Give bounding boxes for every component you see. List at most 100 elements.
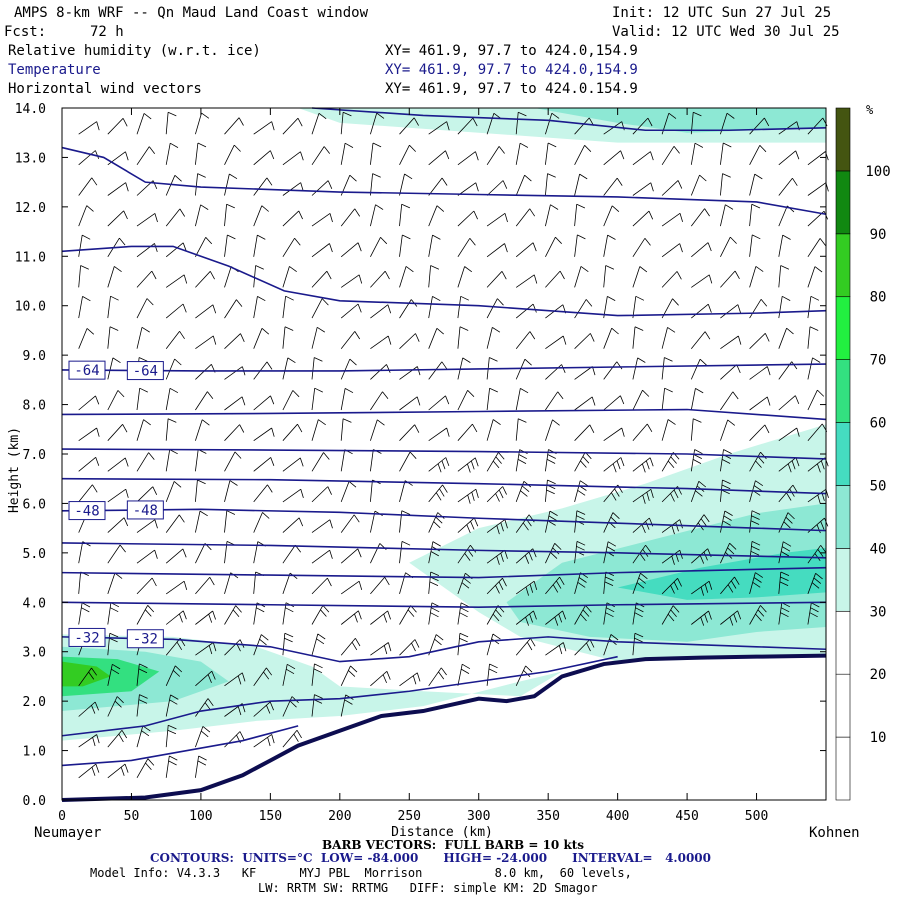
temp-contour-5 xyxy=(61,542,827,559)
wind-barb-160 xyxy=(282,488,304,503)
wind-barb-277 xyxy=(457,457,479,473)
wind-barb-250 xyxy=(399,117,419,135)
colorbar-tick-label: 40 xyxy=(870,541,887,557)
wind-barb-32 xyxy=(107,457,129,472)
wind-barb-385 xyxy=(632,517,654,534)
contour-label-box xyxy=(126,361,164,381)
wind-barb-68 xyxy=(165,694,179,717)
wind-barb-411 xyxy=(661,243,683,258)
wind-barb-148 xyxy=(253,205,269,227)
colorbar-tick-label: 80 xyxy=(870,290,887,306)
wind-barb-226 xyxy=(370,270,390,288)
wind-barb-74 xyxy=(165,514,185,533)
wind-barb-25 xyxy=(107,663,121,686)
wind-barb-450 xyxy=(749,605,767,625)
valid-time: Valid: 12 UTC Wed 30 Jul 25 xyxy=(612,24,840,40)
wind-barb-405 xyxy=(661,419,676,441)
wind-barb-197 xyxy=(340,580,363,595)
wind-barb-27 xyxy=(107,602,120,625)
wind-barb-393 xyxy=(632,266,648,288)
wind-barb-96 xyxy=(195,510,208,533)
wind-barb-204 xyxy=(340,358,357,380)
wind-barb-109 xyxy=(195,112,210,135)
contour-label: -64 xyxy=(133,364,158,380)
wind-barb-278 xyxy=(457,423,478,441)
wind-barb-434 xyxy=(720,576,740,595)
wind-barb-14 xyxy=(78,328,95,349)
contour-label-box xyxy=(126,629,164,649)
wind-barb-132 xyxy=(253,701,274,717)
temperature-contours: -64 -64 -48 -48 -32 -32 xyxy=(61,107,827,767)
terrain-surface xyxy=(61,653,827,802)
wind-barb-108 xyxy=(195,142,207,165)
wind-barb-372 xyxy=(603,361,623,380)
wind-barb-282 xyxy=(457,295,469,319)
wind-barb-479 xyxy=(778,234,791,257)
wind-barb-18 xyxy=(78,205,94,227)
wind-barb-303 xyxy=(486,243,508,258)
wind-barb-491 xyxy=(807,389,825,411)
wind-barb-400 xyxy=(661,578,682,595)
wind-barb-273 xyxy=(457,572,473,595)
wind-barb-446 xyxy=(720,204,734,227)
wind-barb-161 xyxy=(282,457,304,472)
y-tick-label: 8.0 xyxy=(23,399,46,414)
wind-barb-356 xyxy=(574,299,593,319)
wind-barb-264 xyxy=(428,265,440,288)
wind-barb-290 xyxy=(486,633,501,656)
wind-barb-262 xyxy=(428,327,444,349)
wind-barb-489 xyxy=(807,457,829,473)
x-tick-label: 350 xyxy=(536,809,559,824)
wind-barb-317 xyxy=(515,388,529,411)
wind-barb-93 xyxy=(195,610,216,625)
x-tick-label: 450 xyxy=(675,809,698,824)
wind-barb-274 xyxy=(457,544,477,564)
wind-barb-460 xyxy=(749,299,768,319)
wind-barb-171 xyxy=(282,151,304,166)
wind-barb-103 xyxy=(195,304,217,319)
wind-barb-164 xyxy=(282,357,296,380)
wind-barb-56 xyxy=(136,387,148,411)
wind-barb-92 xyxy=(195,642,217,656)
wind-barb-227 xyxy=(370,237,388,257)
wind-barb-410 xyxy=(661,271,682,288)
wind-barb-34 xyxy=(107,390,125,411)
wind-barb-391 xyxy=(632,326,644,349)
wind-barb-295 xyxy=(486,486,507,503)
wind-barb-270 xyxy=(457,663,471,686)
wind-barb-29 xyxy=(107,544,126,564)
colorbar-tick-label: 10 xyxy=(870,730,887,746)
wind-barb-107 xyxy=(195,173,206,196)
wind-barb-77 xyxy=(165,418,177,441)
wind-barb-24 xyxy=(107,696,124,717)
wind-barb-389 xyxy=(632,389,650,411)
colorbar-tick-label: 20 xyxy=(870,667,887,683)
wind-barb-114 xyxy=(224,605,242,625)
wind-barb-240 xyxy=(399,424,420,441)
wind-barb-429 xyxy=(690,208,710,227)
wind-barb-47 xyxy=(136,663,148,686)
wind-barb-54 xyxy=(136,452,155,472)
wind-barb-33 xyxy=(107,424,128,441)
wind-barb-251 xyxy=(428,667,447,687)
rh-region-4 xyxy=(617,547,826,600)
wind-barb-318 xyxy=(515,358,532,380)
wind-barb-98 xyxy=(195,449,207,472)
wind-barb-326 xyxy=(515,111,527,135)
wind-barb-392 xyxy=(632,295,645,319)
wind-barb-180 xyxy=(311,486,332,503)
wind-barb-371 xyxy=(603,395,625,411)
wind-barb-325 xyxy=(515,142,529,165)
temp-contour-8 xyxy=(61,636,827,663)
contour-label: -32 xyxy=(133,632,158,648)
wind-barb-2 xyxy=(78,701,99,717)
wind-barb-359 xyxy=(574,203,586,227)
wind-barb-288 xyxy=(457,117,478,135)
wind-barb-276 xyxy=(457,488,479,504)
wind-barb-279 xyxy=(457,390,475,411)
wind-barb-328 xyxy=(545,610,567,626)
wind-barb-461 xyxy=(749,266,764,288)
wind-barb-73 xyxy=(165,548,187,564)
temp-contour-4 xyxy=(61,508,827,532)
wind-barb-151 xyxy=(253,121,275,135)
